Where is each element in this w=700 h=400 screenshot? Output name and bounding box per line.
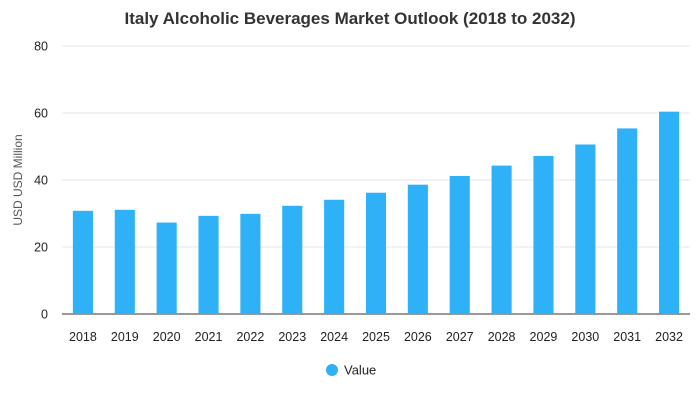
x-tick-label: 2026 xyxy=(404,330,432,344)
x-tick-label: 2020 xyxy=(153,330,181,344)
bar-2031[interactable] xyxy=(617,128,638,314)
bar-2026[interactable] xyxy=(407,184,428,314)
x-tick-label: 2021 xyxy=(195,330,223,344)
bar-2021[interactable] xyxy=(198,215,219,314)
bar-2029[interactable] xyxy=(533,155,554,314)
chart-title: Italy Alcoholic Beverages Market Outlook… xyxy=(125,9,576,28)
legend-label: Value xyxy=(344,363,376,378)
y-tick-label: 80 xyxy=(34,40,48,54)
x-tick-label: 2019 xyxy=(111,330,139,344)
y-tick-label: 0 xyxy=(41,308,48,322)
x-tick-label: 2023 xyxy=(278,330,306,344)
x-tick-label: 2027 xyxy=(446,330,474,344)
bar-2032[interactable] xyxy=(659,111,680,314)
bar-2024[interactable] xyxy=(324,199,345,314)
x-tick-label: 2028 xyxy=(488,330,516,344)
bar-2023[interactable] xyxy=(282,205,303,314)
bar-2027[interactable] xyxy=(449,175,470,314)
y-tick-labels: 0 20 40 60 80 xyxy=(34,40,48,322)
bar-2025[interactable] xyxy=(365,192,387,314)
x-tick-labels: 2018 2019 2020 2021 2022 2023 2024 2025 2026 2027… xyxy=(69,330,683,344)
x-tick-label: 2030 xyxy=(571,330,599,344)
y-tick-label: 60 xyxy=(34,107,48,121)
x-tick-label: 2018 xyxy=(69,330,97,344)
bar-2028[interactable] xyxy=(491,165,512,314)
x-tick-label: 2022 xyxy=(236,330,264,344)
x-tick-label: 2031 xyxy=(613,330,641,344)
y-tick-label: 20 xyxy=(34,241,48,255)
bar-2018[interactable] xyxy=(72,210,93,314)
x-tick-label: 2029 xyxy=(530,330,558,344)
x-tick-label: 2024 xyxy=(320,330,348,344)
legend[interactable]: Value xyxy=(326,363,376,378)
bars xyxy=(72,111,680,314)
x-tick-label: 2025 xyxy=(362,330,390,344)
x-tick-label: 2032 xyxy=(655,330,683,344)
y-tick-label: 40 xyxy=(34,174,48,188)
legend-swatch xyxy=(326,364,338,376)
bar-2030[interactable] xyxy=(575,144,596,314)
y-axis-label: USD USD Million xyxy=(11,134,25,225)
bar-2022[interactable] xyxy=(240,213,261,314)
bar-2019[interactable] xyxy=(114,209,135,314)
bar-2020[interactable] xyxy=(156,222,177,314)
